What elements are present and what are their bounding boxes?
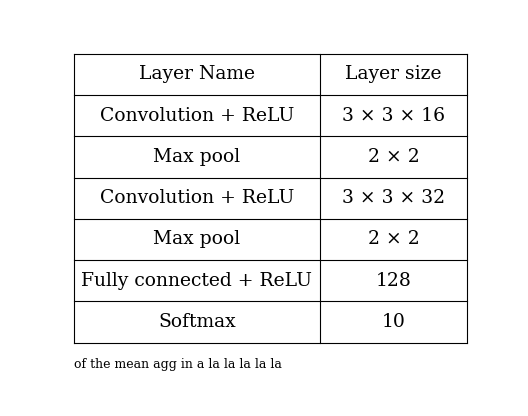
- Text: Softmax: Softmax: [158, 313, 235, 331]
- Text: Convolution + ReLU: Convolution + ReLU: [100, 189, 294, 207]
- Text: 2 × 2: 2 × 2: [368, 230, 420, 248]
- Text: Layer Name: Layer Name: [139, 65, 255, 83]
- Text: Max pool: Max pool: [153, 230, 240, 248]
- Text: 128: 128: [376, 272, 411, 290]
- Text: of the mean agg in a la la la la la: of the mean agg in a la la la la la: [74, 358, 281, 371]
- Text: Convolution + ReLU: Convolution + ReLU: [100, 106, 294, 125]
- Text: 10: 10: [382, 313, 406, 331]
- Text: Layer size: Layer size: [345, 65, 442, 83]
- Text: Fully connected + ReLU: Fully connected + ReLU: [81, 272, 312, 290]
- Text: 2 × 2: 2 × 2: [368, 148, 420, 166]
- Text: Max pool: Max pool: [153, 148, 240, 166]
- Text: 3 × 3 × 32: 3 × 3 × 32: [342, 189, 445, 207]
- Text: 3 × 3 × 16: 3 × 3 × 16: [342, 106, 445, 125]
